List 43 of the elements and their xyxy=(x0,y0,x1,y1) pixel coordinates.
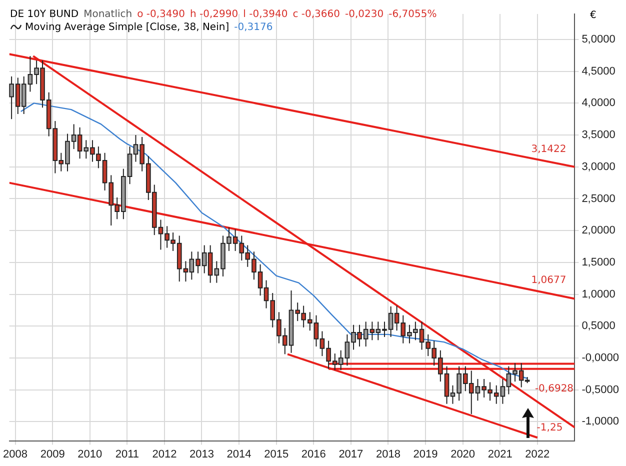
y-tick-label: 0,5000 xyxy=(582,320,616,332)
x-tick-label: 2017 xyxy=(338,448,364,460)
annotation: -0,0230 xyxy=(344,9,384,20)
x-tick-label: 2011 xyxy=(115,448,139,460)
y-tick-label: 2,0000 xyxy=(582,224,616,237)
x-tick-label: 2019 xyxy=(413,448,438,460)
x-tick-label: 2008 xyxy=(3,448,28,460)
annotation: -0,3176 xyxy=(234,22,273,33)
x-tick-label: 2015 xyxy=(264,448,289,460)
y-tick-label: -1,0000 xyxy=(582,416,620,428)
annotation: c -0,3660 xyxy=(292,9,340,20)
x-tick-label: 2013 xyxy=(190,448,214,460)
y-tick-label: 3,0000 xyxy=(582,160,616,173)
x-tick-label: 2021 xyxy=(488,448,512,460)
chart-subtitle: Monatlich xyxy=(84,9,132,20)
x-tick-label: 2009 xyxy=(40,448,65,460)
annotation: l -0,3940 xyxy=(243,9,288,20)
y-tick-label: 1,0000 xyxy=(582,288,616,300)
annotation: 3,1422 xyxy=(531,144,566,155)
y-tick-label: 3,5000 xyxy=(582,129,616,142)
x-tick-label: 2018 xyxy=(376,448,400,460)
y-axis-title: € xyxy=(590,10,596,21)
y-tick-label: 4,5000 xyxy=(582,65,616,78)
annotation: o -0,3490 xyxy=(137,9,186,20)
annotation: -6,7055% xyxy=(388,9,437,20)
y-tick-label: 2,5000 xyxy=(582,192,616,205)
y-tick-label: 5,0000 xyxy=(582,34,616,46)
y-tick-label: 1,5000 xyxy=(582,256,616,268)
x-tick-label: 2012 xyxy=(152,448,177,460)
annotation: h -0,2990 xyxy=(190,9,238,20)
annotation: 1,0677 xyxy=(531,275,566,286)
y-tick-label: -0,0000 xyxy=(582,352,620,364)
x-tick-label: 2020 xyxy=(450,448,476,460)
x-tick-label: 2016 xyxy=(301,448,326,460)
y-tick-label: 4,0000 xyxy=(582,97,616,110)
annotation: -1,25 xyxy=(536,422,563,434)
x-tick-label: 2022 xyxy=(525,448,550,460)
y-tick-label: -0,5000 xyxy=(582,384,620,396)
annotation: -0,6928 xyxy=(534,383,574,394)
x-tick-label: 2010 xyxy=(78,448,102,460)
text: Moving Average Simple [Close, 38, Nein] xyxy=(25,22,230,33)
x-tick-label: 2014 xyxy=(226,448,252,460)
chart-title: DE 10Y BUND xyxy=(10,9,79,20)
